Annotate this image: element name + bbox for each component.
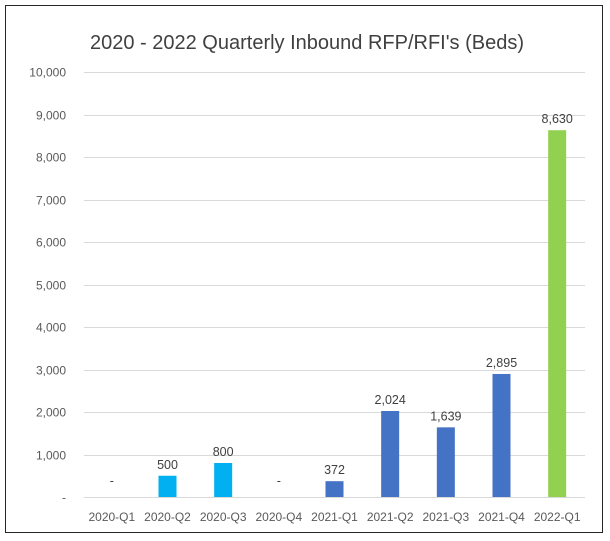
data-label-2021-q3: 1,639 [430,409,461,423]
y-tick-label: 5,000 [36,279,66,293]
x-tick-label: 2020-Q4 [255,510,302,524]
data-label-2021-q4: 2,895 [486,356,517,370]
data-label-2021-q2: 2,024 [375,393,406,407]
x-tick-label: 2021-Q1 [311,510,358,524]
y-tick-label: - [62,491,66,505]
y-tick-label: 4,000 [36,321,66,335]
x-tick-label: 2020-Q2 [144,510,191,524]
data-label-2021-q1: 372 [324,463,345,477]
y-tick-label: 9,000 [36,109,66,123]
x-tick-label: 2021-Q2 [367,510,414,524]
y-tick-label: 10,000 [29,66,66,80]
bars [158,130,567,497]
bar-2020-q2 [158,475,177,497]
y-tick-label: 2,000 [36,406,66,420]
chart-title: 2020 - 2022 Quarterly Inbound RFP/RFI's … [90,32,524,54]
data-label-2020-q1: - [110,474,114,488]
y-tick-label: 7,000 [36,194,66,208]
bar-2020-q3 [214,463,233,497]
data-label-2020-q4: - [277,474,281,488]
data-labels: - 500 800 - 372 2,024 1,639 2,895 8,630 [110,112,573,488]
gridlines [84,72,585,498]
data-label-2022-q1: 8,630 [542,112,573,126]
bar-2021-q1 [325,481,344,497]
y-axis-tick-labels: - 1,000 2,000 3,000 4,000 5,000 6,000 7,000 8,00… [29,66,66,505]
x-tick-label: 2020-Q3 [200,510,247,524]
y-tick-label: 6,000 [36,236,66,250]
x-tick-label: 2022-Q1 [534,510,581,524]
x-tick-label: 2021-Q3 [422,510,469,524]
x-tick-label: 2021-Q4 [478,510,525,524]
data-label-2020-q3: 800 [213,445,234,459]
bar-2022-q1 [548,130,567,497]
x-axis-tick-labels: 2020-Q1 2020-Q2 2020-Q3 2020-Q4 2021-Q1 2021-… [88,510,580,524]
bar-2021-q3 [436,427,455,497]
y-tick-label: 1,000 [36,449,66,463]
bar-2021-q4 [492,373,511,497]
y-tick-label: 3,000 [36,364,66,378]
bar-2021-q2 [381,410,400,497]
x-tick-label: 2020-Q1 [88,510,135,524]
y-tick-label: 8,000 [36,151,66,165]
data-label-2020-q2: 500 [157,458,178,472]
